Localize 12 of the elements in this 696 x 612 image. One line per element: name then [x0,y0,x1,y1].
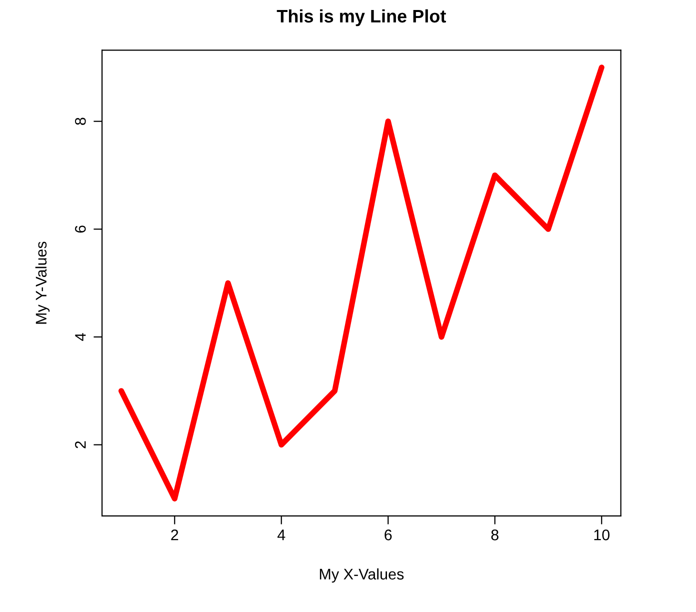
y-tick-label: 6 [75,226,86,233]
x-axis-title: My X-Values [320,568,404,583]
x-tick-label: 2 [171,530,178,540]
chart-title: This is my Line Plot [276,9,446,26]
y-tick-label: 8 [75,118,86,125]
y-tick-label: 2 [75,441,86,448]
y-tick-label: 4 [75,333,86,341]
x-tick-label: 6 [384,530,392,540]
x-tick-label: 4 [277,530,286,540]
x-tick-label: 8 [491,530,498,540]
y-axis-title: My Y-Values [35,242,50,324]
x-tick-label: 10 [594,530,610,540]
